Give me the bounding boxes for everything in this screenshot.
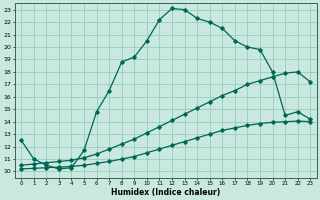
X-axis label: Humidex (Indice chaleur): Humidex (Indice chaleur) xyxy=(111,188,220,197)
